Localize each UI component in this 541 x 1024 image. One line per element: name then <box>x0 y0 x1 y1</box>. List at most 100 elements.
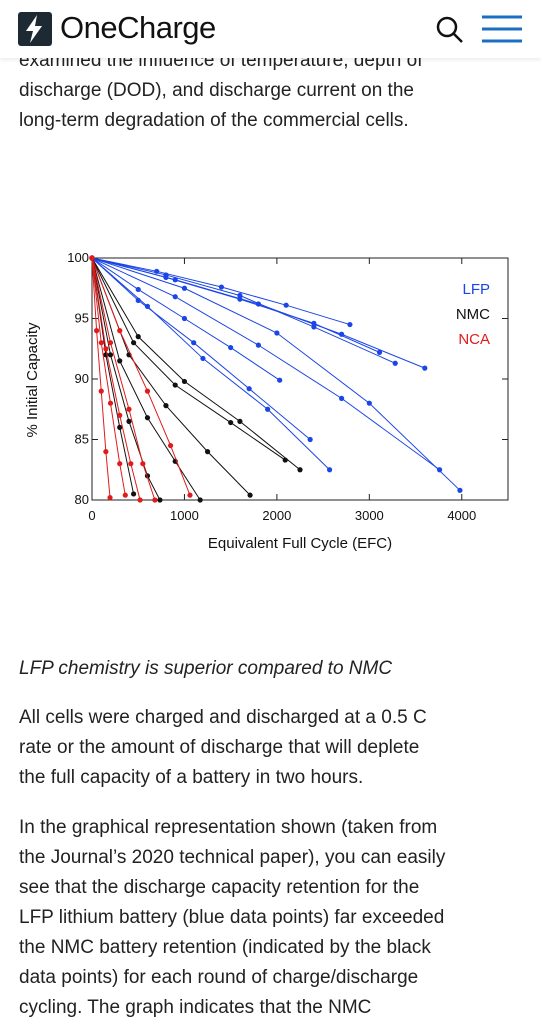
data-point <box>311 320 317 326</box>
data-point <box>246 386 252 392</box>
y-tick-label: 95 <box>75 311 89 326</box>
data-point <box>140 461 146 467</box>
text-line: All cells were charged and discharged at… <box>19 707 427 728</box>
series-line <box>91 257 440 471</box>
data-point <box>135 334 141 340</box>
data-point <box>277 377 283 383</box>
data-point <box>98 388 104 394</box>
data-point <box>107 352 114 358</box>
data-point <box>204 449 211 455</box>
data-point <box>117 358 123 364</box>
data-point <box>200 355 206 362</box>
data-point <box>228 419 234 426</box>
data-point <box>117 412 123 418</box>
text-line: the NMC battery retention (indicated by … <box>19 937 431 958</box>
data-point <box>131 340 137 346</box>
data-point <box>311 324 317 330</box>
text-line: see that the discharge capacity retentio… <box>19 877 420 898</box>
data-point <box>128 461 134 467</box>
data-point <box>167 442 174 449</box>
data-point <box>265 406 271 412</box>
x-tick-label: 1000 <box>170 508 199 523</box>
logo-bolt <box>26 15 42 43</box>
series-line <box>91 257 396 364</box>
data-point <box>283 302 289 308</box>
data-point <box>98 340 104 346</box>
data-point <box>117 461 123 467</box>
data-point <box>255 342 261 348</box>
x-tick-label: 3000 <box>355 508 384 523</box>
data-point <box>187 492 193 498</box>
logo-text[interactable]: OneCharge <box>60 10 216 45</box>
text-line: LFP lithium battery (blue data points) f… <box>19 907 445 928</box>
data-point <box>89 255 95 261</box>
x-tick-label: 0 <box>88 508 95 523</box>
data-point <box>237 418 243 424</box>
data-point <box>117 424 123 430</box>
data-point <box>181 285 188 291</box>
series-line <box>91 257 461 491</box>
data-point <box>126 406 132 412</box>
data-point <box>94 328 100 334</box>
header: OneCharge <box>0 0 541 58</box>
data-point <box>376 349 383 355</box>
data-point <box>152 497 158 503</box>
y-axis-label: % Initial Capacity <box>24 322 41 438</box>
data-point <box>366 400 372 406</box>
data-point <box>197 497 203 503</box>
x-tick-label: 4000 <box>447 508 476 523</box>
data-point <box>172 382 178 388</box>
data-point <box>131 491 137 497</box>
data-point <box>107 494 113 501</box>
data-point <box>422 365 428 371</box>
data-point <box>135 286 141 293</box>
data-point <box>274 330 280 336</box>
x-tick-label: 2000 <box>262 508 291 523</box>
data-point <box>326 467 333 473</box>
y-tick-label: 85 <box>75 432 89 447</box>
y-tick-label: 100 <box>67 250 89 265</box>
text-line: discharge (DOD), and discharge current o… <box>19 80 414 101</box>
legend-entry: NMC <box>456 306 490 323</box>
data-point <box>191 340 197 346</box>
data-point <box>282 457 288 463</box>
data-point <box>172 294 178 300</box>
data-point <box>307 436 313 443</box>
menu-icon[interactable] <box>482 15 522 43</box>
data-point <box>228 344 234 351</box>
data-point <box>157 497 163 503</box>
y-tick-label: 80 <box>75 492 89 507</box>
data-point <box>457 487 463 493</box>
data-point <box>103 449 109 455</box>
y-tick-label: 90 <box>75 371 89 386</box>
data-point <box>135 297 141 303</box>
data-point <box>392 360 398 366</box>
data-point <box>144 388 151 394</box>
search-icon[interactable] <box>436 16 458 38</box>
search-handle <box>453 33 463 43</box>
text-line: data points) for each round of charge/di… <box>19 967 419 988</box>
header-icons <box>18 12 522 46</box>
chart: Equivalent Full Cycle (EFC) % Initial Ca… <box>24 250 509 552</box>
data-point <box>237 292 243 299</box>
data-point <box>144 303 151 309</box>
text-line: the Journal’s 2020 technical paper), you… <box>19 847 446 868</box>
data-point <box>103 346 109 352</box>
data-point <box>107 400 114 406</box>
data-point <box>126 418 132 424</box>
x-axis-label: Equivalent Full Cycle (EFC) <box>208 535 392 552</box>
data-point <box>122 492 128 498</box>
data-point <box>339 395 345 401</box>
legend-entry: NCA <box>458 331 490 348</box>
series-line <box>91 257 301 471</box>
data-point <box>163 274 169 280</box>
text-line: long-term degradation of the commercial … <box>19 110 409 131</box>
data-point <box>181 315 188 322</box>
data-point <box>144 415 151 421</box>
data-point <box>247 492 253 498</box>
legend-entry: LFP <box>462 281 490 298</box>
data-point <box>347 321 353 328</box>
text-line: In the graphical representation shown (t… <box>19 817 438 838</box>
text-line: the full capacity of a battery in two ho… <box>19 767 364 788</box>
